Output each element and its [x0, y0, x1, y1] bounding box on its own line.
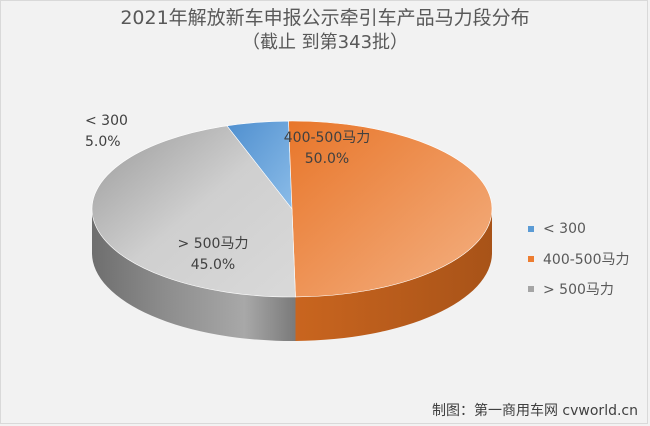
- legend-item-gt500: > 500马力: [528, 274, 638, 304]
- label-400-500-value: 50.0%: [305, 151, 349, 167]
- slice-400-500: [288, 120, 493, 298]
- label-lt300-value: 5.0%: [85, 134, 121, 150]
- chart-subtitle: （截止 到第343批）: [241, 32, 409, 53]
- legend-label-lt300: < 300: [543, 221, 586, 237]
- slice-gt500: [91, 125, 296, 298]
- label-gt500-name: > 500马力: [178, 236, 249, 252]
- slice-400-500-side: [295, 209, 492, 341]
- label-gt500-value: 45.0%: [191, 257, 235, 273]
- pie-top-faces: [91, 120, 493, 298]
- label-400-500-name: 400-500马力: [284, 130, 371, 146]
- legend-label-400-500: 400-500马力: [543, 252, 630, 268]
- credit-text: 制图：第一商用车网 cvworld.cn: [431, 403, 638, 419]
- legend-swatch-gt500: [528, 286, 534, 292]
- pie-side-walls: [92, 209, 492, 341]
- slice-gt500-side: [92, 209, 296, 341]
- chart-legend: < 300 400-500马力 > 500马力: [528, 214, 638, 304]
- label-lt300-name: < 300: [85, 113, 128, 129]
- legend-item-400-500: 400-500马力: [528, 244, 638, 274]
- legend-item-lt300: < 300: [528, 214, 638, 244]
- legend-label-gt500: > 500马力: [543, 282, 614, 298]
- chart-title: 2021年解放新车申报公示牵引车产品马力段分布: [120, 7, 530, 29]
- legend-swatch-400-500: [528, 256, 534, 262]
- legend-swatch-lt300: [528, 226, 534, 232]
